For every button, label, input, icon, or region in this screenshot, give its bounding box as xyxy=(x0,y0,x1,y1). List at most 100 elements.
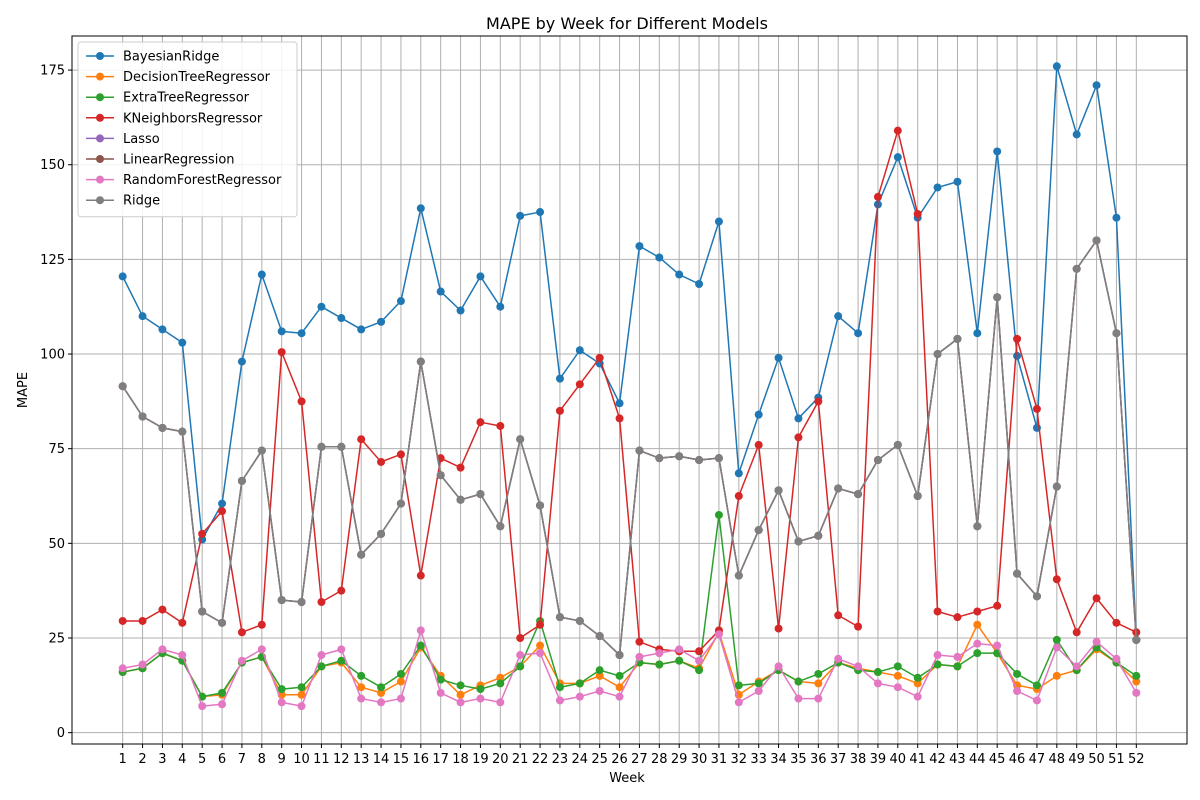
data-point-randomforestregressor xyxy=(754,686,763,695)
y-tick-label: 150 xyxy=(40,158,65,173)
x-tick-label: 18 xyxy=(452,752,469,767)
data-point-randomforestregressor xyxy=(774,662,783,671)
data-point-kneighborsregressor xyxy=(595,353,604,362)
data-point-randomforestregressor xyxy=(416,626,425,635)
data-point-randomforestregressor xyxy=(237,656,246,665)
data-point-extratreeregressor xyxy=(555,683,564,692)
data-point-ridge xyxy=(1032,592,1041,601)
legend-swatch-marker xyxy=(96,134,104,143)
data-point-randomforestregressor xyxy=(575,692,584,701)
data-point-ridge xyxy=(714,454,723,463)
data-point-decisiontreeregressor xyxy=(615,683,624,692)
data-point-kneighborsregressor xyxy=(695,647,704,656)
x-tick-label: 50 xyxy=(1088,752,1105,767)
data-point-kneighborsregressor xyxy=(218,507,227,516)
data-point-randomforestregressor xyxy=(337,645,346,654)
data-point-ridge xyxy=(496,522,505,531)
data-point-ridge xyxy=(655,454,664,463)
data-point-bayesianridge xyxy=(754,410,763,419)
data-point-randomforestregressor xyxy=(178,651,187,660)
data-point-ridge xyxy=(1072,264,1081,273)
data-point-bayesianridge xyxy=(1112,213,1121,222)
x-tick-label: 38 xyxy=(850,752,867,767)
x-tick-label: 14 xyxy=(373,752,390,767)
data-point-kneighborsregressor xyxy=(337,586,346,595)
data-point-bayesianridge xyxy=(575,346,584,355)
data-point-bayesianridge xyxy=(337,314,346,323)
data-point-randomforestregressor xyxy=(1052,643,1061,652)
data-point-ridge xyxy=(377,529,386,538)
data-point-extratreeregressor xyxy=(1032,681,1041,690)
data-point-bayesianridge xyxy=(555,374,564,383)
legend-swatch-marker xyxy=(96,175,104,184)
data-point-randomforestregressor xyxy=(734,698,743,707)
x-tick-label: 20 xyxy=(492,752,509,767)
data-point-ridge xyxy=(993,293,1002,302)
x-tick-label: 43 xyxy=(949,752,966,767)
data-point-kneighborsregressor xyxy=(536,620,545,629)
data-point-extratreeregressor xyxy=(953,662,962,671)
data-point-bayesianridge xyxy=(118,272,127,281)
data-point-kneighborsregressor xyxy=(377,457,386,466)
legend-swatch-marker xyxy=(96,155,104,163)
legend-item-randomforestregressor: RandomForestRegressor xyxy=(86,173,282,188)
legend-item-bayesianridge: BayesianRidge xyxy=(86,50,219,65)
x-tick-label: 48 xyxy=(1049,752,1066,767)
x-tick-label: 34 xyxy=(770,752,787,767)
data-point-extratreeregressor xyxy=(476,685,485,694)
x-tick-label: 30 xyxy=(691,752,708,767)
data-point-extratreeregressor xyxy=(516,662,525,671)
y-tick-label: 125 xyxy=(40,253,65,268)
data-point-extratreeregressor xyxy=(814,669,823,678)
data-point-kneighborsregressor xyxy=(1072,628,1081,637)
data-point-ridge xyxy=(257,446,266,455)
data-point-randomforestregressor xyxy=(635,652,644,661)
data-point-kneighborsregressor xyxy=(416,571,425,580)
data-point-ridge xyxy=(1112,329,1121,338)
x-tick-label: 24 xyxy=(572,752,589,767)
series-line-decisiontreeregressor xyxy=(122,623,1137,698)
data-point-bayesianridge xyxy=(158,325,167,334)
data-point-extratreeregressor xyxy=(377,683,386,692)
data-point-decisiontreeregressor xyxy=(893,671,902,680)
data-point-randomforestregressor xyxy=(615,692,624,701)
data-point-extratreeregressor xyxy=(396,669,405,678)
data-point-kneighborsregressor xyxy=(993,601,1002,610)
data-point-ridge xyxy=(1092,236,1101,245)
x-tick-label: 15 xyxy=(393,752,410,767)
legend-label: RandomForestRegressor xyxy=(123,173,282,188)
x-tick-label: 11 xyxy=(313,752,330,767)
legend-item-decisiontreeregressor: DecisionTreeRegressor xyxy=(86,70,271,85)
x-tick-label: 36 xyxy=(810,752,827,767)
data-point-ridge xyxy=(1132,635,1141,644)
data-point-ridge xyxy=(675,452,684,461)
x-tick-label: 28 xyxy=(651,752,668,767)
data-point-extratreeregressor xyxy=(933,660,942,669)
x-tick-label: 1 xyxy=(119,752,127,767)
data-point-kneighborsregressor xyxy=(396,450,405,459)
series-line-bayesianridge xyxy=(122,65,1138,640)
data-point-kneighborsregressor xyxy=(973,607,982,616)
data-point-kneighborsregressor xyxy=(873,192,882,201)
data-point-randomforestregressor xyxy=(396,694,405,703)
data-point-kneighborsregressor xyxy=(1092,594,1101,603)
data-point-bayesianridge xyxy=(635,242,644,251)
data-point-randomforestregressor xyxy=(476,694,485,703)
x-tick-label: 33 xyxy=(750,752,767,767)
data-point-bayesianridge xyxy=(774,353,783,362)
data-point-bayesianridge xyxy=(178,338,187,347)
data-point-ridge xyxy=(734,571,743,580)
data-point-randomforestregressor xyxy=(1013,686,1022,695)
legend-box xyxy=(77,41,298,218)
data-point-randomforestregressor xyxy=(873,679,882,688)
data-point-kneighborsregressor xyxy=(297,397,306,406)
data-point-randomforestregressor xyxy=(953,652,962,661)
data-point-ridge xyxy=(953,334,962,343)
data-point-kneighborsregressor xyxy=(1032,404,1041,413)
data-point-ridge xyxy=(1013,569,1022,578)
chart-title: MAPE by Week for Different Models xyxy=(486,14,768,33)
y-tick-label: 75 xyxy=(48,442,65,457)
data-point-bayesianridge xyxy=(615,399,624,408)
data-point-kneighborsregressor xyxy=(555,406,564,415)
